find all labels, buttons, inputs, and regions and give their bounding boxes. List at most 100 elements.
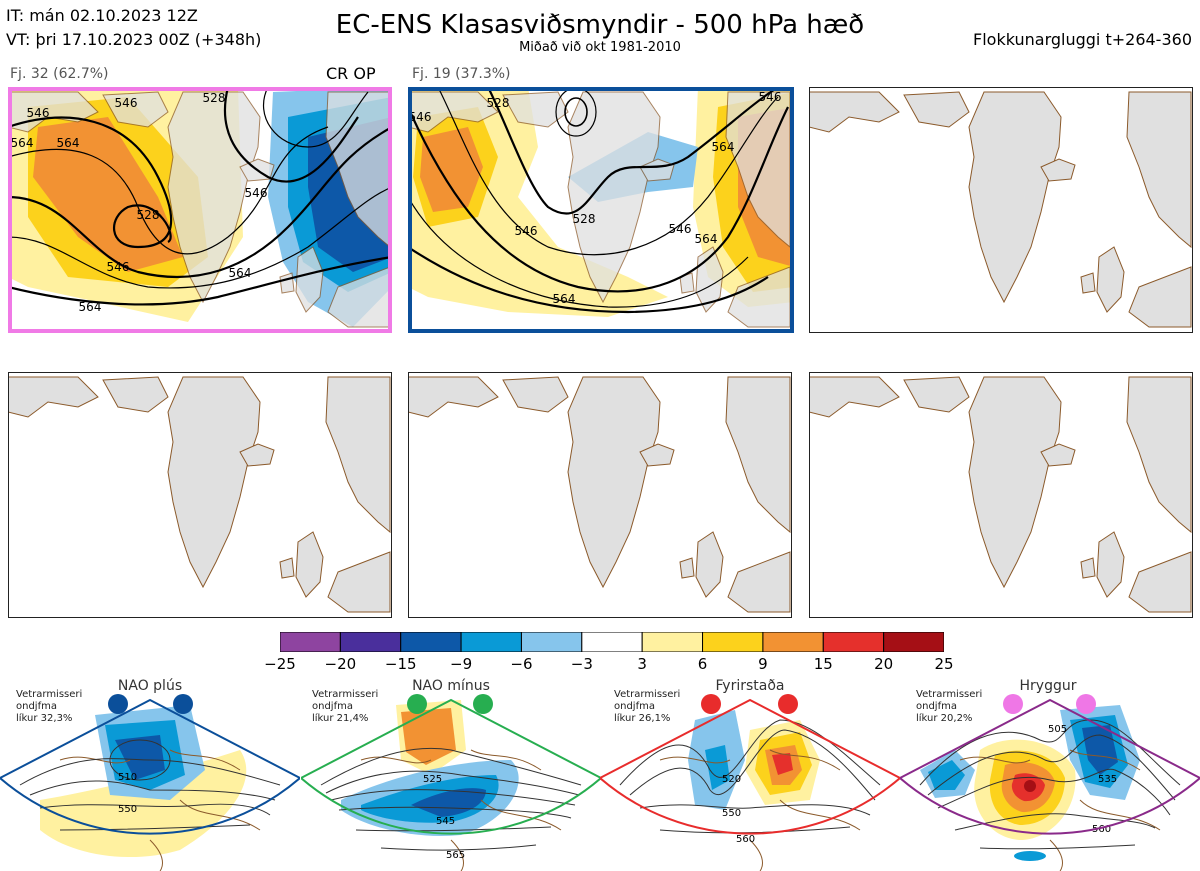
colorbar-segment [641,632,704,652]
contour-label: 560 [1092,824,1111,835]
colorbar-segment [520,632,583,652]
regime-info-line: líkur 20,2% [916,713,973,724]
cluster-1-frame [8,87,392,333]
cluster-1-tag: CR OP [326,64,376,83]
cluster-2-label: Fj. 19 (37.3%) [412,66,511,82]
cluster-2-map: 546 528 528 564 546 564 546 564 546 [408,87,794,333]
regime-2-map: 525 545 565 [301,694,601,871]
regime-4-map: 505 535 560 [900,694,1200,871]
colorbar-tick-label: 9 [758,655,768,673]
cluster-2-frame [408,87,794,333]
contour-label: 510 [118,772,137,783]
height-contours [408,87,789,314]
colorbar-tick-label: 20 [874,655,894,673]
contour-label: 550 [118,804,137,815]
regime-2-info: Vetrarmisseri ondjfma líkur 21,4% [312,689,378,725]
colorbar-tick-label: −6 [510,655,533,673]
initial-time: IT: mán 02.10.2023 12Z [6,6,198,25]
contour-label: 564 [11,136,34,150]
contour-label: 546 [115,96,138,110]
contour-label: 560 [736,834,755,845]
contour-label: 564 [79,300,102,314]
contour-label: 546 [409,110,432,124]
colorbar [280,632,944,652]
colorbar-tick-label: −20 [324,655,357,673]
contour-label: 546 [759,90,782,104]
colorbar-tick-label: −9 [450,655,473,673]
regime-1-name: NAO plús [117,678,183,694]
cluster-1-label: Fj. 32 (62.7%) [10,66,109,82]
regime-1-map: 510 550 [0,694,300,871]
contour-label: 546 [245,186,268,200]
contour-label: 505 [1048,724,1067,735]
regime-info-line: Vetrarmisseri [16,689,83,700]
contour-label: 564 [229,266,252,280]
height-contours [8,87,392,306]
regime-info-line: ondjfma [916,701,957,712]
contour-label: 525 [423,774,442,785]
regime-indicator-dot [701,694,721,714]
colorbar-tick-label: −3 [570,655,593,673]
regime-info-line: ondjfma [16,701,57,712]
contour-label: 520 [722,774,741,785]
cluster-1-map: 546 564 564 528 546 564 546 564 528 546 [8,87,392,333]
valid-time: VT: þri 17.10.2023 00Z (+348h) [6,30,262,49]
empty-map-panel [408,372,792,618]
regime-3-name: Fyrirstaða [715,678,785,694]
regime-indicator-dot [1076,694,1096,714]
regime-info-line: ondjfma [614,701,655,712]
contour-label: 564 [695,232,718,246]
contour-label: 535 [1098,774,1117,785]
contour-label: 528 [137,208,160,222]
contour-label: 546 [27,106,50,120]
colorbar-segment [883,632,944,652]
colorbar-segment [581,632,643,652]
regime-4-info: Vetrarmisseri ondjfma líkur 20,2% [916,689,982,725]
regime-indicator-dot [173,694,193,714]
regime-info-line: Vetrarmisseri [614,689,681,700]
regime-indicator-dot [108,694,128,714]
contour-label: 546 [669,222,692,236]
regime-info-line: líkur 21,4% [312,713,369,724]
colorbar-segment [822,632,885,652]
colorbar-tick-label: 3 [637,655,647,673]
regime-3-map: 520 550 560 [600,694,900,871]
regime-indicator-dot [473,694,493,714]
contour-label: 528 [573,212,596,226]
regime-info-line: líkur 32,3% [16,713,73,724]
contour-label: 546 [515,224,538,238]
regime-info-line: ondjfma [312,701,353,712]
regime-3-info: Vetrarmisseri ondjfma líkur 26,1% [614,689,680,725]
contour-label: 564 [553,292,576,306]
classification-window: Flokkunargluggi t+264-360 [973,30,1192,49]
colorbar-segment [400,632,462,652]
colorbar-segment [762,632,824,652]
contour-label: 565 [446,850,465,861]
colorbar-segment [280,632,341,652]
colorbar-tick-label: −15 [384,655,417,673]
regime-info-line: Vetrarmisseri [916,689,983,700]
regime-info-line: Vetrarmisseri [312,689,379,700]
regime-info-line: líkur 26,1% [614,713,671,724]
colorbar-tick-label: 15 [813,655,833,673]
regime-indicator-dot [778,694,798,714]
colorbar-segment [702,632,764,652]
regime-indicator-dot [407,694,427,714]
chart-subtitle: Miðað við okt 1981-2010 [519,40,681,55]
contour-label: 546 [107,260,130,274]
colorbar-tick-label: 6 [697,655,708,673]
colorbar-segment [460,632,522,652]
chart-title: EC-ENS Klasasviðsmyndir - 500 hPa hæð [335,10,865,40]
contour-label: 545 [436,816,455,827]
empty-map-panel [809,87,1193,333]
regime-2-name: NAO mínus [412,678,490,694]
contour-label: 528 [203,91,226,105]
empty-map-panel [809,372,1193,618]
regime-4-name: Hryggur [1019,678,1077,694]
colorbar-tick-label: 25 [934,655,954,673]
colorbar-segment [339,632,402,652]
colorbar-tick-label: −25 [264,655,296,673]
regime-indicator-dot [1003,694,1023,714]
regime-1-info: Vetrarmisseri ondjfma líkur 32,3% [16,689,82,725]
empty-map-panel [8,372,392,618]
